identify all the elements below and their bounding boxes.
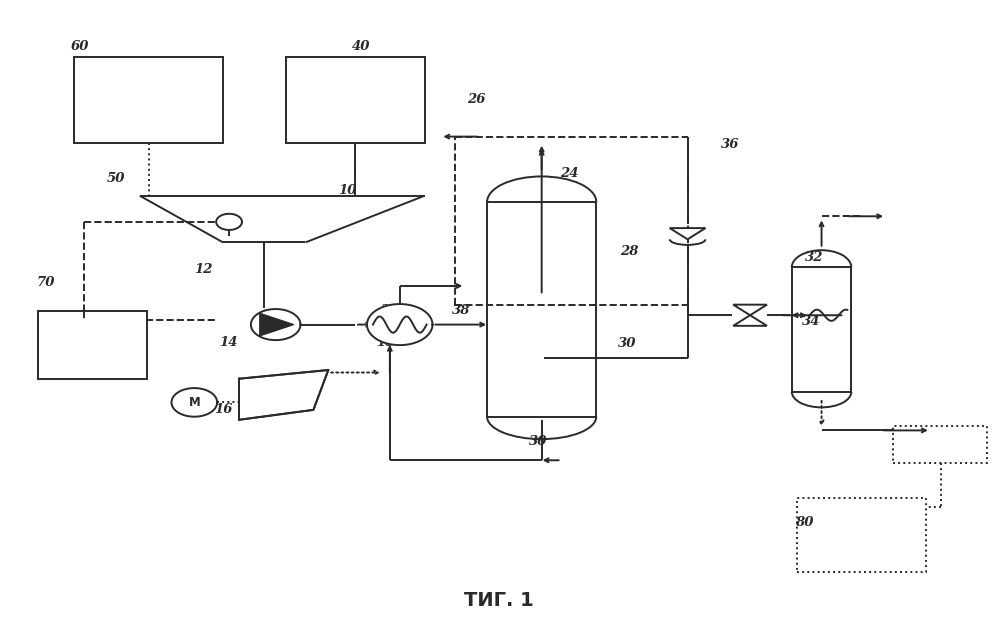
- Polygon shape: [734, 305, 766, 315]
- Text: 16: 16: [215, 403, 233, 416]
- Text: 36: 36: [722, 138, 740, 151]
- Text: 24: 24: [561, 168, 579, 180]
- Text: 10: 10: [338, 184, 356, 197]
- Bar: [74, 57, 224, 143]
- Bar: [38, 311, 147, 379]
- Text: 50: 50: [107, 172, 126, 185]
- Text: 28: 28: [620, 246, 639, 258]
- Bar: [893, 426, 987, 463]
- Text: 20: 20: [380, 304, 398, 317]
- Polygon shape: [670, 228, 706, 239]
- Text: 30: 30: [618, 337, 637, 350]
- Polygon shape: [250, 309, 300, 340]
- Bar: [791, 268, 851, 392]
- Text: 32: 32: [804, 251, 823, 264]
- Text: 34: 34: [801, 315, 820, 328]
- Text: 12: 12: [195, 263, 213, 276]
- Bar: [285, 57, 424, 143]
- Polygon shape: [367, 304, 432, 345]
- Text: ΤИГ. 1: ΤИГ. 1: [464, 591, 534, 610]
- Polygon shape: [217, 214, 242, 230]
- Text: 80: 80: [794, 516, 813, 529]
- Polygon shape: [239, 370, 328, 420]
- Bar: [487, 202, 596, 417]
- Polygon shape: [172, 388, 218, 417]
- Text: 40: 40: [352, 40, 370, 53]
- Text: 14: 14: [220, 335, 238, 349]
- Polygon shape: [734, 315, 766, 326]
- Text: 38: 38: [452, 305, 471, 317]
- Polygon shape: [259, 313, 293, 336]
- Bar: [796, 497, 926, 572]
- Text: 60: 60: [70, 40, 89, 53]
- Text: 30: 30: [529, 435, 547, 448]
- Text: M: M: [189, 396, 201, 409]
- Text: 18: 18: [376, 335, 394, 349]
- Text: 26: 26: [467, 93, 486, 106]
- Text: 70: 70: [37, 276, 55, 290]
